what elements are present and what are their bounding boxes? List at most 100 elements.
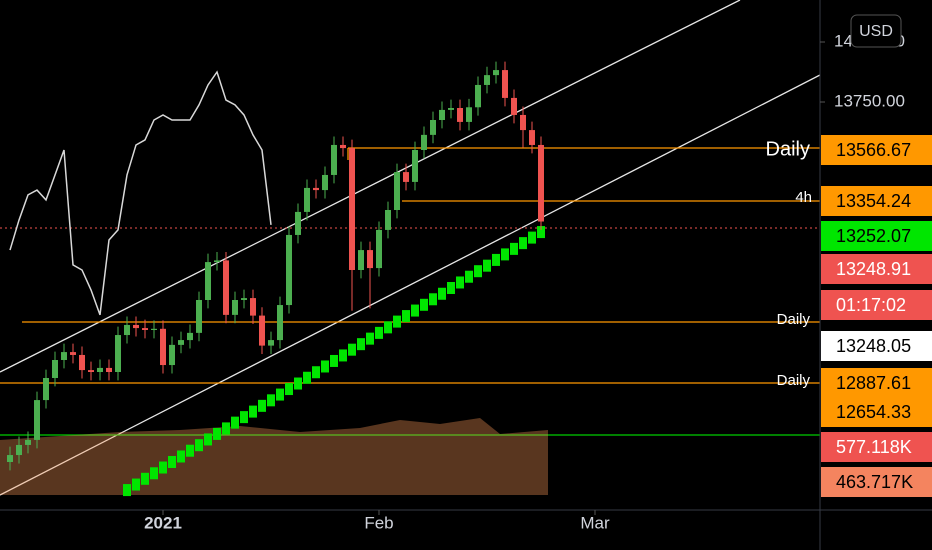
indicator-point [537,226,545,239]
indicator-point [384,321,392,334]
level-label: Daily [777,372,811,389]
candle-body [25,439,31,445]
candle-body [79,354,85,371]
indicator-point [231,416,239,429]
price-tag [821,331,932,361]
price-tag-label: 12887.61 [836,373,911,393]
candle-body [151,328,157,330]
candle-body [421,134,427,150]
level-label: Daily [766,138,810,160]
indicator-point [411,304,419,317]
indicator-point [222,422,230,435]
price-tag-label: 13252.07 [836,226,911,246]
candle-body [43,378,49,401]
indicator-point [240,411,248,424]
candle-body [7,455,13,462]
level-label: Daily [777,311,811,328]
indicator-point [519,237,527,250]
indicator-point [402,310,410,323]
price-tag-label: 12654.33 [836,402,911,422]
indicator-point [330,354,338,367]
level-label: 4h [795,189,812,206]
indicator-point [249,405,257,418]
candle-body [511,97,517,115]
indicator-point [339,349,347,362]
candle-body [385,210,391,230]
candle-body [367,250,373,269]
candle-body [304,187,310,212]
candle-body [178,340,184,345]
candle-body [331,144,337,175]
x-tick-label: Feb [364,513,393,532]
candle-body [403,172,409,182]
candle-body [124,324,130,336]
indicator-point [465,270,473,283]
trend-line [0,0,741,373]
indicator-point [357,338,365,351]
candle-body [160,328,166,366]
x-tick-label: Mar [580,513,610,532]
indicator-point [285,383,293,396]
indicator-point [492,253,500,266]
currency-button[interactable] [850,14,902,48]
volume-area [0,418,548,495]
trend-line [0,74,820,496]
price-tag-label: 13248.05 [836,336,911,356]
indicator-point [321,360,329,373]
candle-body [196,300,202,333]
price-tag-label: 13354.24 [836,191,911,211]
indicator-point [276,388,284,401]
candle-body [358,250,364,270]
indicator-point [501,248,509,261]
candle-body [259,315,265,346]
compare-line [9,70,272,316]
indicator-point [483,259,491,272]
candle-body [520,114,526,131]
indicator-point [195,439,203,452]
candle-body [205,262,211,300]
candle-body [484,75,490,85]
candle-body [232,300,238,315]
candle-body [268,340,274,346]
indicator-point [447,282,455,294]
candle-body [16,444,22,456]
price-tag [821,290,932,320]
candle-body [295,211,301,235]
indicator-point [438,287,446,300]
candle-body [412,150,418,182]
candle-body [277,305,283,341]
indicator-point [510,242,518,255]
candle-body [529,130,535,145]
candle-body [439,109,445,120]
price-tag [821,397,932,427]
candle-body [322,174,328,191]
price-tag-label: 463.717K [836,472,913,492]
candle-body [340,144,346,149]
indicator-point [303,371,311,384]
indicator-point [366,332,374,345]
price-tag [821,432,932,462]
price-tag-label: 13248.91 [836,259,911,279]
indicator-point [213,427,221,440]
candle-body [502,70,508,98]
y-tick-label: 13750.00 [834,91,905,110]
candle-body [97,367,103,372]
candle-body [106,367,112,372]
currency-label[interactable]: USD [859,23,893,40]
indicator-point [168,456,176,468]
indicator-point [474,265,482,278]
indicator-point [123,484,131,497]
x-tick-label: 2021 [144,513,182,532]
indicator-point [456,276,464,289]
indicator-point [348,343,356,356]
indicator-point [150,467,158,480]
indicator-point [420,298,428,311]
candle-body [52,360,58,378]
price-tag [821,467,932,497]
candle-body [223,260,229,315]
price-tag-label: 577.118K [836,437,912,457]
price-tag-label: 13566.67 [836,140,911,160]
candle-body [70,352,76,355]
candle-body [349,148,355,270]
